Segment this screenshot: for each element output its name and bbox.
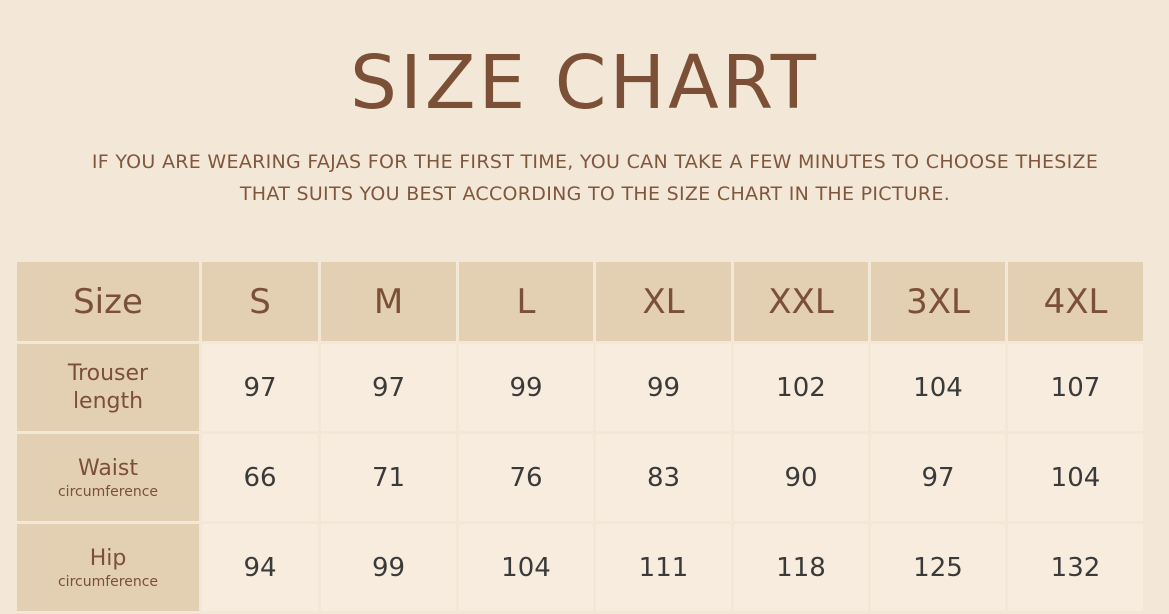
row-label-text: Hip xyxy=(89,545,127,571)
header-cell: 4XL xyxy=(1008,262,1143,341)
row-label: Waist circumference xyxy=(17,434,199,521)
table-row: Waist circumference 66 71 76 83 90 97 104 xyxy=(17,434,1143,521)
cell: 94 xyxy=(202,524,318,611)
row-label-text: Waist xyxy=(77,455,139,481)
cell: 66 xyxy=(202,434,318,521)
table-row: Trouser length 97 97 99 99 102 104 107 xyxy=(17,344,1143,431)
subtitle-line-2: THAT SUITS YOU BEST ACCORDING TO THE SIZ… xyxy=(239,183,951,205)
header-cell: S xyxy=(202,262,318,341)
header-cell: XXL xyxy=(734,262,868,341)
row-label-text: Trouser xyxy=(67,360,149,386)
cell: 90 xyxy=(734,434,868,521)
cell: 99 xyxy=(321,524,456,611)
cell: 99 xyxy=(596,344,731,431)
header-cell: L xyxy=(459,262,593,341)
cell: 104 xyxy=(459,524,593,611)
cell: 125 xyxy=(871,524,1005,611)
header-cell: 3XL xyxy=(871,262,1005,341)
cell: 83 xyxy=(596,434,731,521)
row-sublabel: circumference xyxy=(57,573,159,590)
row-label: Trouser length xyxy=(17,344,199,431)
header-row: Size S M L XL XXL 3XL 4XL xyxy=(17,262,1143,341)
cell: 97 xyxy=(871,434,1005,521)
table-row: Hip circumference 94 99 104 111 118 125 1… xyxy=(17,524,1143,611)
cell: 111 xyxy=(596,524,731,611)
cell: 97 xyxy=(321,344,456,431)
cell: 104 xyxy=(1008,434,1143,521)
header-cell: XL xyxy=(596,262,731,341)
row-sublabel: circumference xyxy=(57,483,159,500)
size-table: Size S M L XL XXL 3XL 4XL Trouser length … xyxy=(14,259,1146,614)
cell: 118 xyxy=(734,524,868,611)
cell: 132 xyxy=(1008,524,1143,611)
header-cell: M xyxy=(321,262,456,341)
row-label: Hip circumference xyxy=(17,524,199,611)
row-sublabel: length xyxy=(72,388,144,414)
cell: 102 xyxy=(734,344,868,431)
cell: 104 xyxy=(871,344,1005,431)
cell: 107 xyxy=(1008,344,1143,431)
cell: 99 xyxy=(459,344,593,431)
header-cell: Size xyxy=(17,262,199,341)
subtitle-line-1: IF YOU ARE WEARING FAJAS FOR THE FIRST T… xyxy=(91,151,1099,173)
subtitle: IF YOU ARE WEARING FAJAS FOR THE FIRST T… xyxy=(60,146,1130,210)
cell: 71 xyxy=(321,434,456,521)
cell: 76 xyxy=(459,434,593,521)
cell: 97 xyxy=(202,344,318,431)
page-title: SIZE CHART xyxy=(350,40,819,126)
